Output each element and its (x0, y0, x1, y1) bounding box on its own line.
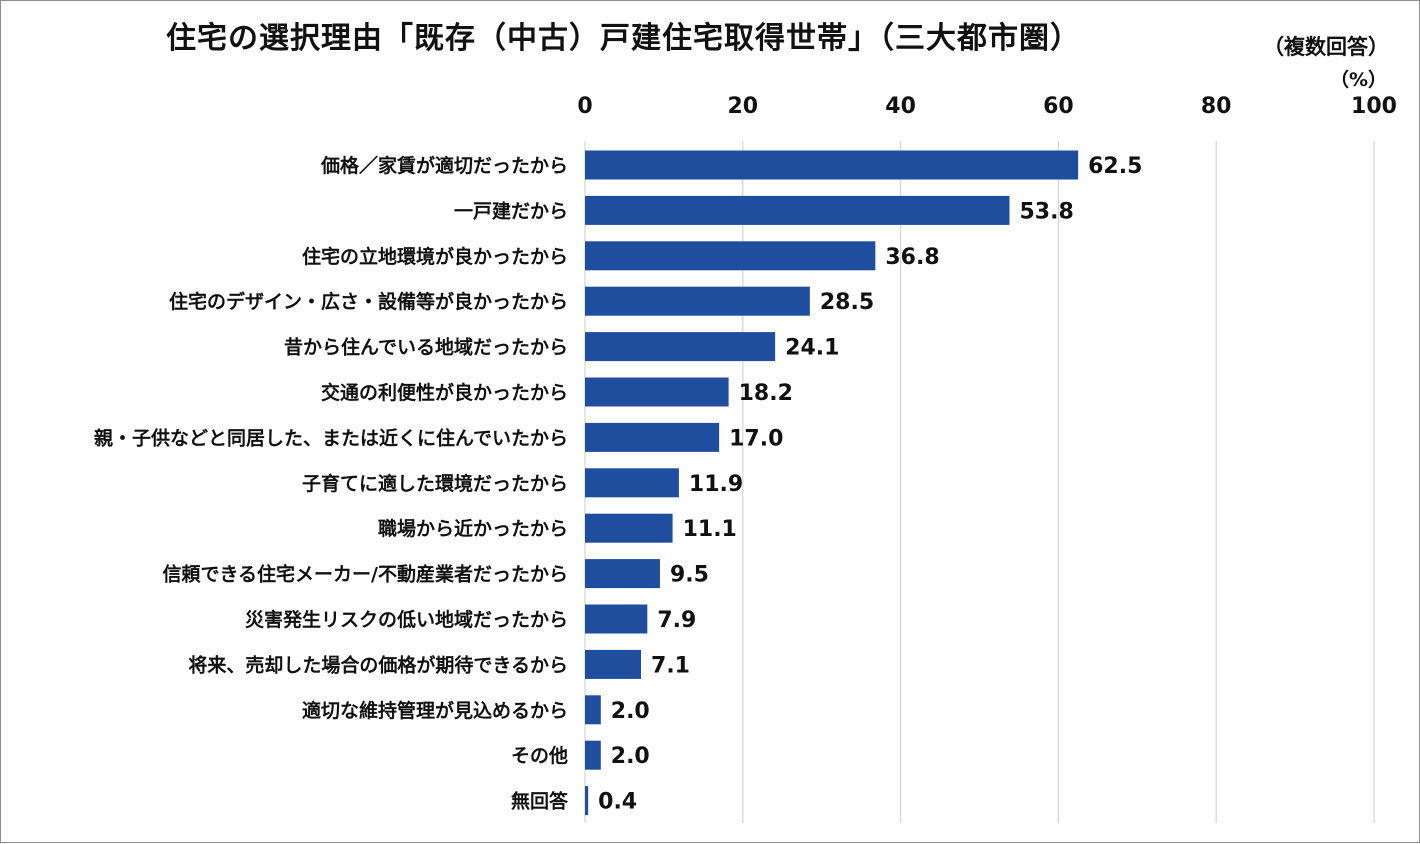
data-label: 7.1 (651, 653, 690, 678)
x-tick-label: 0 (577, 94, 592, 119)
data-label: 36.8 (885, 245, 939, 270)
data-label: 53.8 (1019, 199, 1073, 224)
unit-label: （%） (1329, 69, 1387, 91)
data-label: 62.5 (1088, 154, 1142, 179)
bar (585, 740, 601, 770)
category-label: 適切な維持管理が見込めるから (302, 699, 568, 722)
category-label: 住宅の立地環境が良かったから (302, 245, 568, 268)
data-label: 9.5 (670, 563, 709, 588)
x-tick-label: 40 (885, 94, 916, 119)
multiple-answer-note: （複数回答） (1263, 35, 1389, 59)
x-tick-label: 20 (727, 94, 758, 119)
bar (585, 332, 776, 362)
x-tick-label: 60 (1043, 94, 1074, 119)
bar (585, 468, 679, 498)
category-label: 職場から近かったから (378, 517, 568, 540)
category-label: 信頼できる住宅メーカー/不動産業者だったから (162, 563, 568, 586)
bar (585, 150, 1079, 180)
bar (585, 786, 589, 816)
category-label: 親・子供などと同居した、または近くに住んでいたから (94, 426, 568, 449)
data-label: 0.4 (598, 790, 637, 815)
category-label: 価格／家賃が適切だったから (320, 154, 568, 177)
data-label: 18.2 (739, 381, 793, 406)
bar (585, 513, 673, 543)
category-label: 昔から住んでいる地域だったから (284, 336, 568, 359)
data-label: 11.1 (683, 517, 737, 542)
bar (585, 604, 648, 634)
bar (585, 377, 729, 407)
data-label: 2.0 (611, 744, 650, 769)
bar (585, 286, 810, 316)
x-tick-label: 100 (1351, 94, 1397, 119)
bar (585, 695, 601, 725)
category-label: 災害発生リスクの低い地域だったから (245, 608, 568, 631)
category-label: 無回答 (511, 790, 569, 813)
category-label: 一戸建だから (454, 199, 568, 222)
data-label: 2.0 (611, 699, 650, 724)
category-label: その他 (511, 744, 568, 767)
chart-title: 住宅の選択理由「既存（中古）戸建住宅取得世帯」（三大都市圏） (166, 21, 1081, 56)
data-label: 11.9 (689, 472, 743, 497)
data-label: 28.5 (820, 290, 874, 315)
data-label: 24.1 (785, 336, 839, 361)
category-label: 将来、売却した場合の価格が期待できるから (188, 653, 568, 676)
bar (585, 559, 660, 589)
bar (585, 649, 642, 679)
data-label: 7.9 (657, 608, 696, 633)
bar (585, 422, 720, 452)
x-tick-label: 80 (1201, 94, 1232, 119)
category-label: 住宅のデザイン・広さ・設備等が良かったから (169, 290, 568, 313)
data-label: 17.0 (729, 426, 783, 451)
bar (585, 241, 876, 271)
category-label: 交通の利便性が良かったから (321, 381, 568, 404)
bar (585, 195, 1010, 225)
category-label: 子育てに適した環境だったから (302, 472, 568, 495)
